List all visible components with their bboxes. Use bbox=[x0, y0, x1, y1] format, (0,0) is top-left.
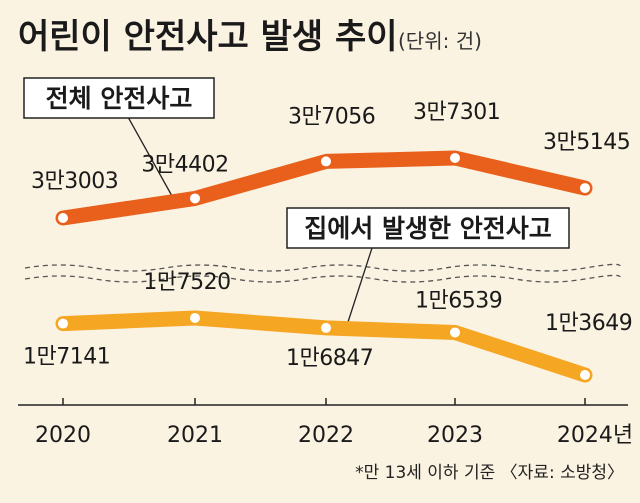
x-tick-label-0: 2020 bbox=[35, 423, 91, 448]
legend-callout-home: 집에서 발생한 안전사고 bbox=[286, 207, 570, 249]
callout-leader-home bbox=[347, 247, 373, 323]
data-point-0-4 bbox=[580, 183, 590, 194]
data-label-0-0: 3만3003 bbox=[31, 169, 118, 194]
data-label-0-3: 3만7301 bbox=[413, 100, 500, 125]
data-point-0-0 bbox=[58, 213, 68, 223]
x-axis-ticks: 2020 2021 2022 2023 2024년 bbox=[35, 398, 633, 448]
footnote: *만 13세 이하 기준 〈자료: 소방청〉 bbox=[355, 463, 624, 483]
data-point-1-0 bbox=[58, 318, 68, 329]
series-layer: 3만3003 3만4402 3만7056 3만7301 3만5145 1만7141 1만75… bbox=[23, 100, 633, 383]
data-point-1-2 bbox=[321, 322, 331, 333]
callout-box-total bbox=[23, 77, 215, 119]
data-point-1-1 bbox=[190, 313, 200, 323]
x-tick-label-1: 2021 bbox=[167, 423, 223, 448]
axis-break-line-lower bbox=[24, 274, 621, 283]
unit-label: (단위: 건) bbox=[398, 29, 482, 53]
data-point-0-3 bbox=[450, 153, 460, 163]
x-tick-label-4: 2024년 bbox=[557, 423, 633, 448]
legend-callout-total: 전체 안전사고 bbox=[23, 77, 215, 119]
data-label-1-3: 1만6539 bbox=[415, 288, 502, 313]
legend-label-total: 전체 안전사고 bbox=[46, 84, 193, 113]
chart-title: 어린이 안전사고 발생 추이 bbox=[18, 17, 398, 57]
callout-leader-total bbox=[127, 116, 173, 197]
data-point-0-2 bbox=[321, 156, 331, 167]
data-label-1-1: 1만7520 bbox=[143, 270, 230, 295]
data-point-1-3 bbox=[450, 327, 460, 338]
data-label-0-4: 3만5145 bbox=[543, 130, 630, 155]
data-point-1-4 bbox=[580, 370, 590, 380]
data-point-0-1 bbox=[190, 193, 200, 204]
x-tick-label-3: 2023 bbox=[427, 423, 483, 448]
data-label-0-1: 3만4402 bbox=[141, 152, 228, 177]
legend-label-home: 집에서 발생한 안전사고 bbox=[304, 214, 551, 243]
callout-box-home bbox=[286, 207, 570, 249]
axis-break-line-upper bbox=[24, 263, 621, 272]
x-tick-label-2: 2022 bbox=[298, 423, 354, 448]
data-label-1-2: 1만6847 bbox=[286, 346, 373, 371]
data-label-1-0: 1만7141 bbox=[23, 345, 110, 370]
data-label-1-4: 1만3649 bbox=[545, 311, 632, 336]
data-label-0-2: 3만7056 bbox=[288, 104, 375, 129]
